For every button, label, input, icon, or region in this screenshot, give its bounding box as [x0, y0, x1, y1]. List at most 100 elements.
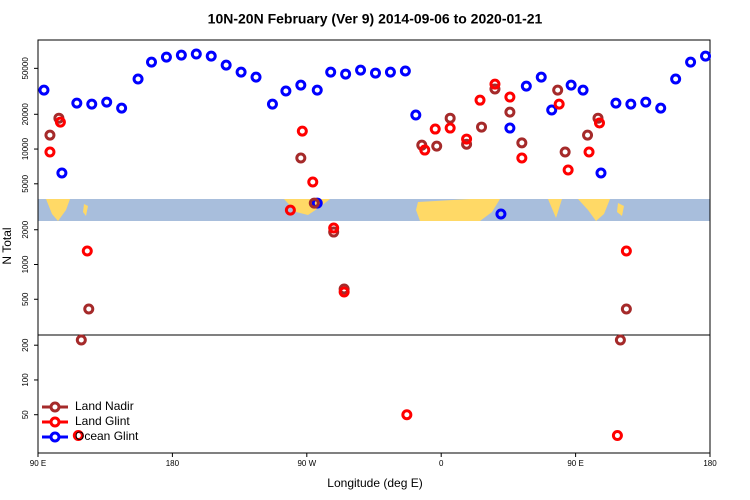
point	[44, 129, 56, 141]
point	[562, 164, 574, 176]
point	[325, 66, 337, 78]
x-tick-label: 180	[703, 459, 717, 468]
point	[429, 123, 441, 135]
point	[44, 146, 56, 158]
point	[101, 96, 113, 108]
point	[552, 84, 564, 96]
point	[116, 102, 128, 114]
point	[593, 117, 605, 129]
point	[700, 50, 712, 62]
point	[489, 83, 501, 95]
point	[56, 167, 68, 179]
y-tick-label: 50000	[21, 57, 30, 80]
point	[296, 125, 308, 137]
y-tick-label: 500	[21, 292, 30, 306]
y-tick-label: 200	[21, 338, 30, 352]
point	[582, 129, 594, 141]
y-tick-label: 10000	[21, 137, 30, 160]
y-axis-label: N Total	[0, 227, 14, 264]
point	[444, 112, 456, 124]
legend-marker	[49, 401, 61, 413]
legend-label: Land Glint	[75, 414, 130, 428]
point	[516, 152, 528, 164]
legend-label: Land Nadir	[75, 399, 134, 413]
point	[338, 286, 350, 298]
point	[595, 167, 607, 179]
legend-label: Ocean Glint	[75, 429, 139, 443]
point	[489, 78, 501, 90]
point	[83, 303, 95, 315]
chart-title: 10N-20N February (Ver 9) 2014-09-06 to 2…	[208, 11, 543, 27]
point	[399, 65, 411, 77]
point	[625, 98, 637, 110]
point	[504, 106, 516, 118]
point	[295, 79, 307, 91]
plot-frame	[37, 39, 711, 454]
point	[516, 137, 528, 149]
point	[54, 116, 66, 128]
point	[71, 97, 83, 109]
point	[401, 409, 413, 421]
point	[620, 245, 632, 257]
point	[72, 430, 84, 442]
point	[577, 84, 589, 96]
point	[610, 97, 622, 109]
point	[384, 66, 396, 78]
point	[476, 121, 488, 133]
point	[611, 430, 623, 442]
point	[461, 138, 473, 150]
point	[565, 79, 577, 91]
point	[340, 68, 352, 80]
x-tick-label: 90 W	[297, 459, 316, 468]
point	[235, 66, 247, 78]
y-tick-label: 100	[21, 373, 30, 387]
point	[444, 122, 456, 134]
point	[504, 91, 516, 103]
x-tick-label: 90 E	[567, 459, 583, 468]
legend-marker	[49, 416, 61, 428]
point	[355, 64, 367, 76]
point	[583, 146, 595, 158]
x-tick-label: 0	[439, 459, 444, 468]
point	[328, 226, 340, 238]
y-tick-label: 50	[21, 410, 30, 419]
point	[685, 56, 697, 68]
point	[553, 98, 565, 110]
point	[280, 85, 292, 97]
y-tick-label: 2000	[21, 220, 30, 238]
map-strip	[38, 199, 710, 221]
x-axis-label: Longitude (deg E)	[327, 476, 422, 490]
point	[160, 51, 172, 63]
point	[307, 176, 319, 188]
point	[266, 98, 278, 110]
point	[614, 334, 626, 346]
point	[284, 204, 296, 216]
point	[38, 84, 50, 96]
point	[145, 56, 157, 68]
point	[328, 222, 340, 234]
point	[132, 73, 144, 85]
point	[190, 48, 202, 60]
point	[81, 245, 93, 257]
point	[546, 104, 558, 116]
y-tick-label: 20000	[21, 103, 30, 126]
point	[461, 133, 473, 145]
x-tick-label: 180	[166, 459, 180, 468]
point	[655, 102, 667, 114]
y-tick-label: 5000	[21, 174, 30, 192]
point	[504, 122, 516, 134]
point	[640, 96, 652, 108]
point	[75, 334, 87, 346]
point	[86, 98, 98, 110]
point	[559, 146, 571, 158]
point	[431, 140, 443, 152]
legend-marker	[49, 431, 61, 443]
point	[535, 71, 547, 83]
point	[205, 50, 217, 62]
point	[670, 73, 682, 85]
point	[520, 80, 532, 92]
point	[311, 84, 323, 96]
point	[419, 144, 431, 156]
point	[369, 67, 381, 79]
